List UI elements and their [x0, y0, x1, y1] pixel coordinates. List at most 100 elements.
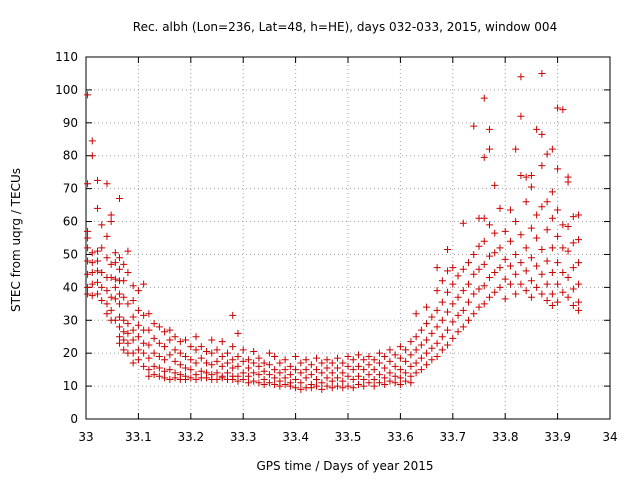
data-point [192, 376, 200, 384]
data-point [438, 346, 446, 354]
data-point [370, 366, 378, 374]
data-point [286, 371, 294, 379]
data-point [124, 329, 132, 337]
data-point [328, 377, 336, 385]
data-point [449, 318, 457, 326]
data-point [459, 323, 467, 331]
data-point [506, 206, 514, 214]
y-tick-label: 80 [63, 149, 78, 163]
data-point [94, 204, 102, 212]
data-point [538, 246, 546, 254]
data-point [302, 366, 310, 374]
data-point [575, 259, 583, 267]
data-point [475, 303, 483, 311]
data-point [120, 346, 128, 354]
data-point [533, 283, 541, 291]
data-point [271, 352, 279, 360]
data-point [107, 211, 115, 219]
data-point [491, 229, 499, 237]
data-point [140, 349, 148, 357]
data-point [103, 310, 111, 318]
data-point [538, 203, 546, 211]
data-point [197, 367, 205, 375]
data-point [370, 382, 378, 390]
x-tick-label: 33.7 [439, 430, 466, 444]
data-point [517, 171, 525, 179]
x-tick-label: 33 [78, 430, 93, 444]
data-point [480, 300, 488, 308]
data-point [94, 257, 102, 265]
data-point [223, 369, 231, 377]
data-point [512, 218, 520, 226]
data-point [444, 267, 452, 275]
data-point [365, 371, 373, 379]
data-point [459, 287, 467, 295]
data-point [449, 300, 457, 308]
data-point [297, 369, 305, 377]
data-point [381, 374, 389, 382]
data-point [517, 231, 525, 239]
data-point [428, 329, 436, 337]
data-point [84, 180, 92, 188]
data-point [334, 374, 342, 382]
data-point [250, 359, 258, 367]
data-point [334, 364, 342, 372]
data-point [88, 259, 96, 267]
data-point [234, 377, 242, 385]
data-point [370, 356, 378, 364]
data-point [522, 244, 530, 252]
data-point [381, 380, 389, 388]
data-point [396, 343, 404, 351]
data-point [360, 366, 368, 374]
data-point [255, 379, 263, 387]
data-point [116, 290, 124, 298]
data-point [155, 364, 163, 372]
data-point [423, 349, 431, 357]
data-point [512, 145, 520, 153]
data-point [307, 361, 315, 369]
data-point [402, 369, 410, 377]
data-point [412, 333, 420, 341]
data-point [129, 326, 137, 334]
data-point [98, 221, 106, 229]
data-point [438, 333, 446, 341]
data-point [145, 372, 153, 380]
data-point [297, 359, 305, 367]
data-point [239, 376, 247, 384]
data-point [166, 336, 174, 344]
data-points [84, 69, 583, 393]
data-point [433, 264, 441, 272]
data-point [423, 361, 431, 369]
data-point [480, 282, 488, 290]
data-point [161, 356, 169, 364]
data-point [223, 349, 231, 357]
data-point [192, 359, 200, 367]
data-point [244, 364, 252, 372]
data-point [538, 290, 546, 298]
data-point [239, 357, 247, 365]
data-point [575, 236, 583, 244]
data-point [485, 273, 493, 281]
data-point [554, 298, 562, 306]
data-point [98, 297, 106, 305]
y-axis-label: STEC from uqrg / TECUs [9, 168, 23, 312]
data-point [575, 306, 583, 314]
data-point [554, 232, 562, 240]
data-point [94, 278, 102, 286]
data-point [407, 379, 415, 387]
y-tick-label: 70 [63, 182, 78, 196]
data-point [84, 244, 92, 252]
data-point [554, 259, 562, 267]
data-point [475, 242, 483, 250]
data-point [533, 125, 541, 133]
x-tick-label: 33.3 [230, 430, 257, 444]
data-point [522, 173, 530, 181]
data-point [360, 376, 368, 384]
data-point [140, 362, 148, 370]
data-point [407, 372, 415, 380]
x-tick-label: 33.4 [282, 430, 309, 444]
data-point [575, 280, 583, 288]
data-point [134, 321, 142, 329]
data-point [297, 379, 305, 387]
x-tick-label: 33.1 [125, 430, 152, 444]
